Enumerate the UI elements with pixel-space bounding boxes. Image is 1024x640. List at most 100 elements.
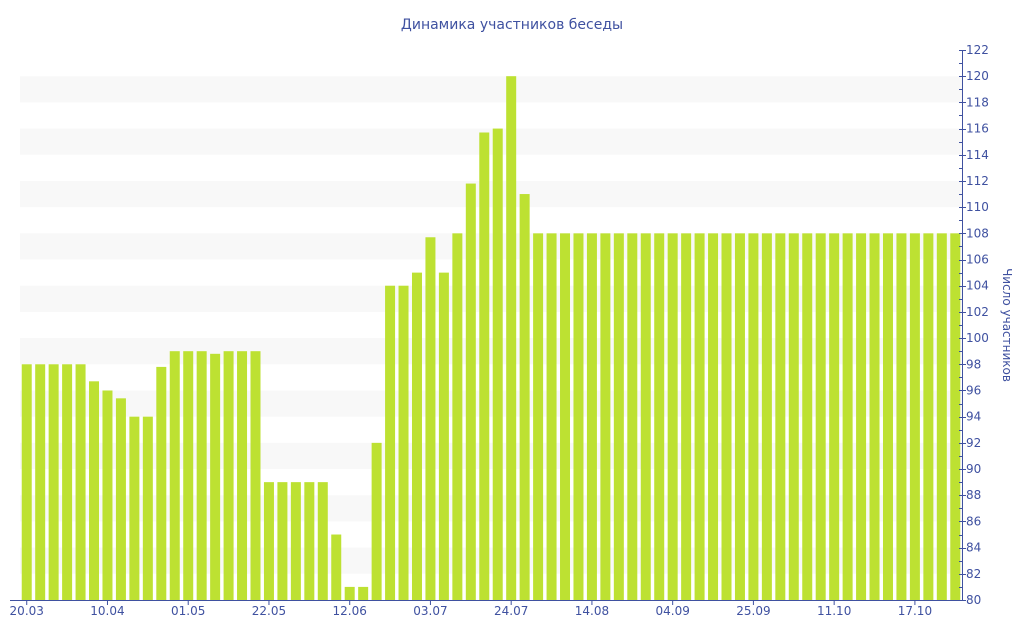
y-tick-label: 86 (966, 514, 981, 528)
bar (250, 351, 261, 600)
bar (196, 351, 207, 600)
y-tick-label: 110 (966, 200, 989, 214)
y-tick-label: 116 (966, 122, 989, 136)
y-tick-label: 108 (966, 226, 989, 240)
bar (385, 285, 396, 600)
chart-title: Динамика участников беседы (401, 17, 623, 33)
y-tick-label: 120 (966, 69, 989, 83)
x-tick-label: 01.05 (171, 604, 205, 618)
bar (48, 364, 59, 600)
x-tick-label: 24.07 (494, 604, 528, 618)
bar (492, 128, 503, 601)
y-tick-label: 84 (966, 541, 981, 555)
bar (398, 285, 409, 600)
bar (788, 233, 799, 601)
bar (506, 76, 517, 600)
bar (721, 233, 732, 601)
bar (681, 233, 692, 601)
x-tick-label: 11.10 (817, 604, 851, 618)
grid-band (20, 76, 962, 103)
y-tick-label: 88 (966, 488, 981, 502)
bar (129, 416, 140, 600)
bar (546, 233, 557, 601)
bar (856, 233, 867, 601)
y-axis-label: Число участников (1000, 268, 1014, 382)
bar (909, 233, 920, 601)
bar (761, 233, 772, 601)
bar (156, 366, 167, 600)
bar (573, 233, 584, 601)
y-tick-label: 98 (966, 357, 981, 371)
x-tick-label: 14.08 (575, 604, 609, 618)
bar (411, 272, 422, 600)
y-tick-label: 112 (966, 174, 989, 188)
x-tick-label: 03.07 (413, 604, 447, 618)
bar (775, 233, 786, 601)
bar (708, 233, 719, 601)
bar (21, 364, 32, 600)
grid-band (20, 128, 962, 155)
bar (223, 351, 234, 600)
x-tick-label: 12.06 (333, 604, 367, 618)
bar (263, 482, 274, 600)
bar (815, 233, 826, 601)
bar (452, 233, 463, 601)
grid-band (20, 180, 962, 208)
bar (317, 482, 328, 600)
x-tick-label: 20.03 (10, 604, 44, 618)
y-tick-label: 90 (966, 462, 981, 476)
x-tick-label: 04.09 (655, 604, 689, 618)
y-tick-label: 106 (966, 253, 989, 267)
bar (748, 233, 759, 601)
bar (734, 233, 745, 601)
bar (425, 237, 436, 600)
y-tick-label: 92 (966, 436, 981, 450)
bar (465, 183, 476, 601)
bar (371, 442, 382, 600)
y-tick-label: 118 (966, 95, 989, 109)
bar (142, 416, 153, 600)
y-tick-label: 82 (966, 567, 981, 581)
bar (869, 233, 880, 601)
bar (438, 272, 449, 600)
bar (169, 351, 180, 600)
bar (560, 233, 571, 601)
bar (882, 233, 893, 601)
bar (210, 353, 221, 600)
x-tick-label: 10.04 (90, 604, 124, 618)
x-tick-label: 25.09 (736, 604, 770, 618)
bar (102, 390, 113, 600)
bar (667, 233, 678, 601)
y-tick-label: 96 (966, 383, 981, 397)
bar (640, 233, 651, 601)
bar (358, 586, 369, 600)
y-tick-label: 100 (966, 331, 989, 345)
x-tick-label: 22.05 (252, 604, 286, 618)
bar (627, 233, 638, 601)
bar (923, 233, 934, 601)
y-tick-label: 102 (966, 305, 989, 319)
bar (829, 233, 840, 601)
bar (237, 351, 248, 600)
bar (277, 482, 288, 600)
bar (842, 233, 853, 601)
bar (533, 233, 544, 601)
y-tick-label: 104 (966, 279, 989, 293)
bar (62, 364, 73, 600)
bar (75, 364, 86, 600)
bar (519, 194, 530, 601)
y-tick-label: 122 (966, 43, 989, 57)
bar (479, 132, 490, 600)
bar (35, 364, 46, 600)
y-tick-label: 114 (966, 148, 989, 162)
bar (936, 233, 947, 601)
bar (183, 351, 194, 600)
bar (694, 233, 705, 601)
bar (896, 233, 907, 601)
bar (115, 398, 126, 600)
bar (802, 233, 813, 601)
y-tick-label: 80 (966, 593, 981, 607)
bar (654, 233, 665, 601)
bar (290, 482, 301, 600)
